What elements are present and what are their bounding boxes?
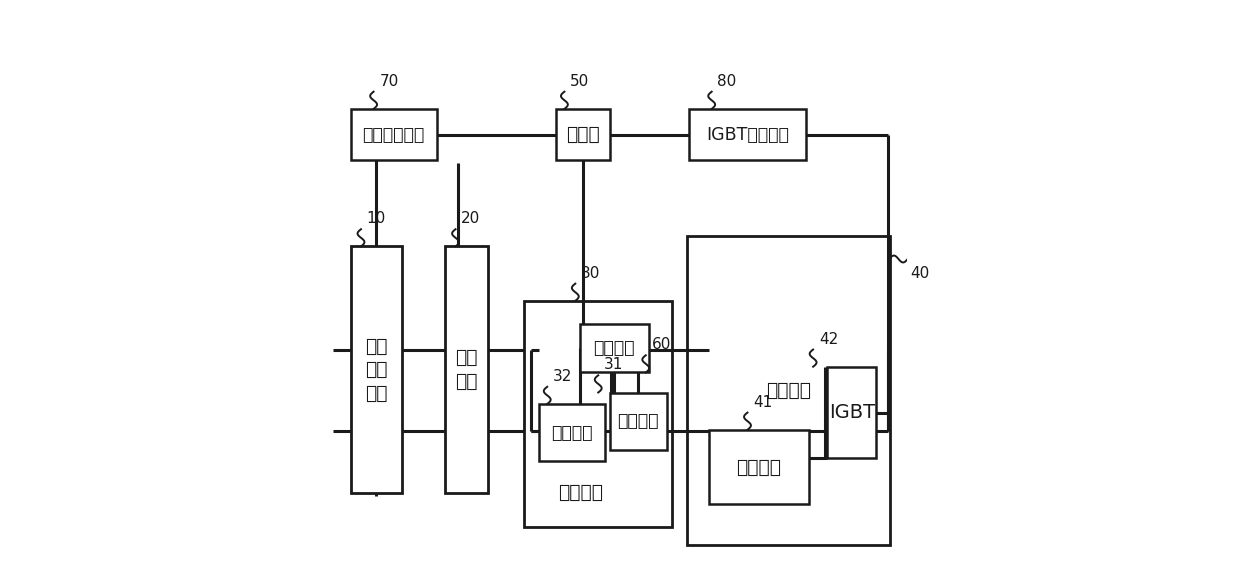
Text: 31: 31 [604, 358, 624, 372]
Text: 交流
电源
电路: 交流 电源 电路 [366, 336, 388, 403]
Bar [445, 246, 489, 493]
Text: 20: 20 [461, 211, 481, 226]
Text: 整流
电路: 整流 电路 [455, 348, 477, 391]
Text: 40: 40 [910, 266, 930, 281]
Text: 41: 41 [753, 395, 773, 410]
Text: IGBT驱动电路: IGBT驱动电路 [706, 125, 789, 144]
Text: 80: 80 [718, 74, 737, 89]
Bar [709, 430, 808, 504]
Text: 30: 30 [582, 266, 600, 281]
Text: 滤波电感: 滤波电感 [551, 423, 593, 442]
Bar [351, 109, 436, 160]
Text: 谐振电路: 谐振电路 [737, 457, 781, 477]
Text: 42: 42 [818, 332, 838, 347]
Text: 32: 32 [553, 369, 573, 384]
Text: 60: 60 [651, 337, 671, 352]
Text: 滤波电路: 滤波电路 [558, 483, 603, 503]
Bar [610, 393, 667, 450]
Text: 过零检测电路: 过零检测电路 [362, 125, 425, 144]
Bar [688, 109, 806, 160]
Text: 50: 50 [570, 74, 589, 89]
Bar [538, 404, 605, 461]
Bar [687, 236, 890, 545]
Text: 滤波电容: 滤波电容 [618, 412, 660, 430]
Text: 70: 70 [379, 74, 398, 89]
Text: 控制器: 控制器 [567, 125, 600, 144]
Text: 电子开关: 电子开关 [594, 339, 635, 357]
Bar [827, 367, 877, 458]
Bar [523, 301, 672, 527]
Text: 10: 10 [367, 211, 386, 226]
Bar [351, 246, 402, 493]
Bar [556, 109, 610, 160]
Bar [580, 324, 649, 372]
Text: IGBT: IGBT [828, 403, 875, 422]
Text: 加热回路: 加热回路 [766, 381, 811, 401]
